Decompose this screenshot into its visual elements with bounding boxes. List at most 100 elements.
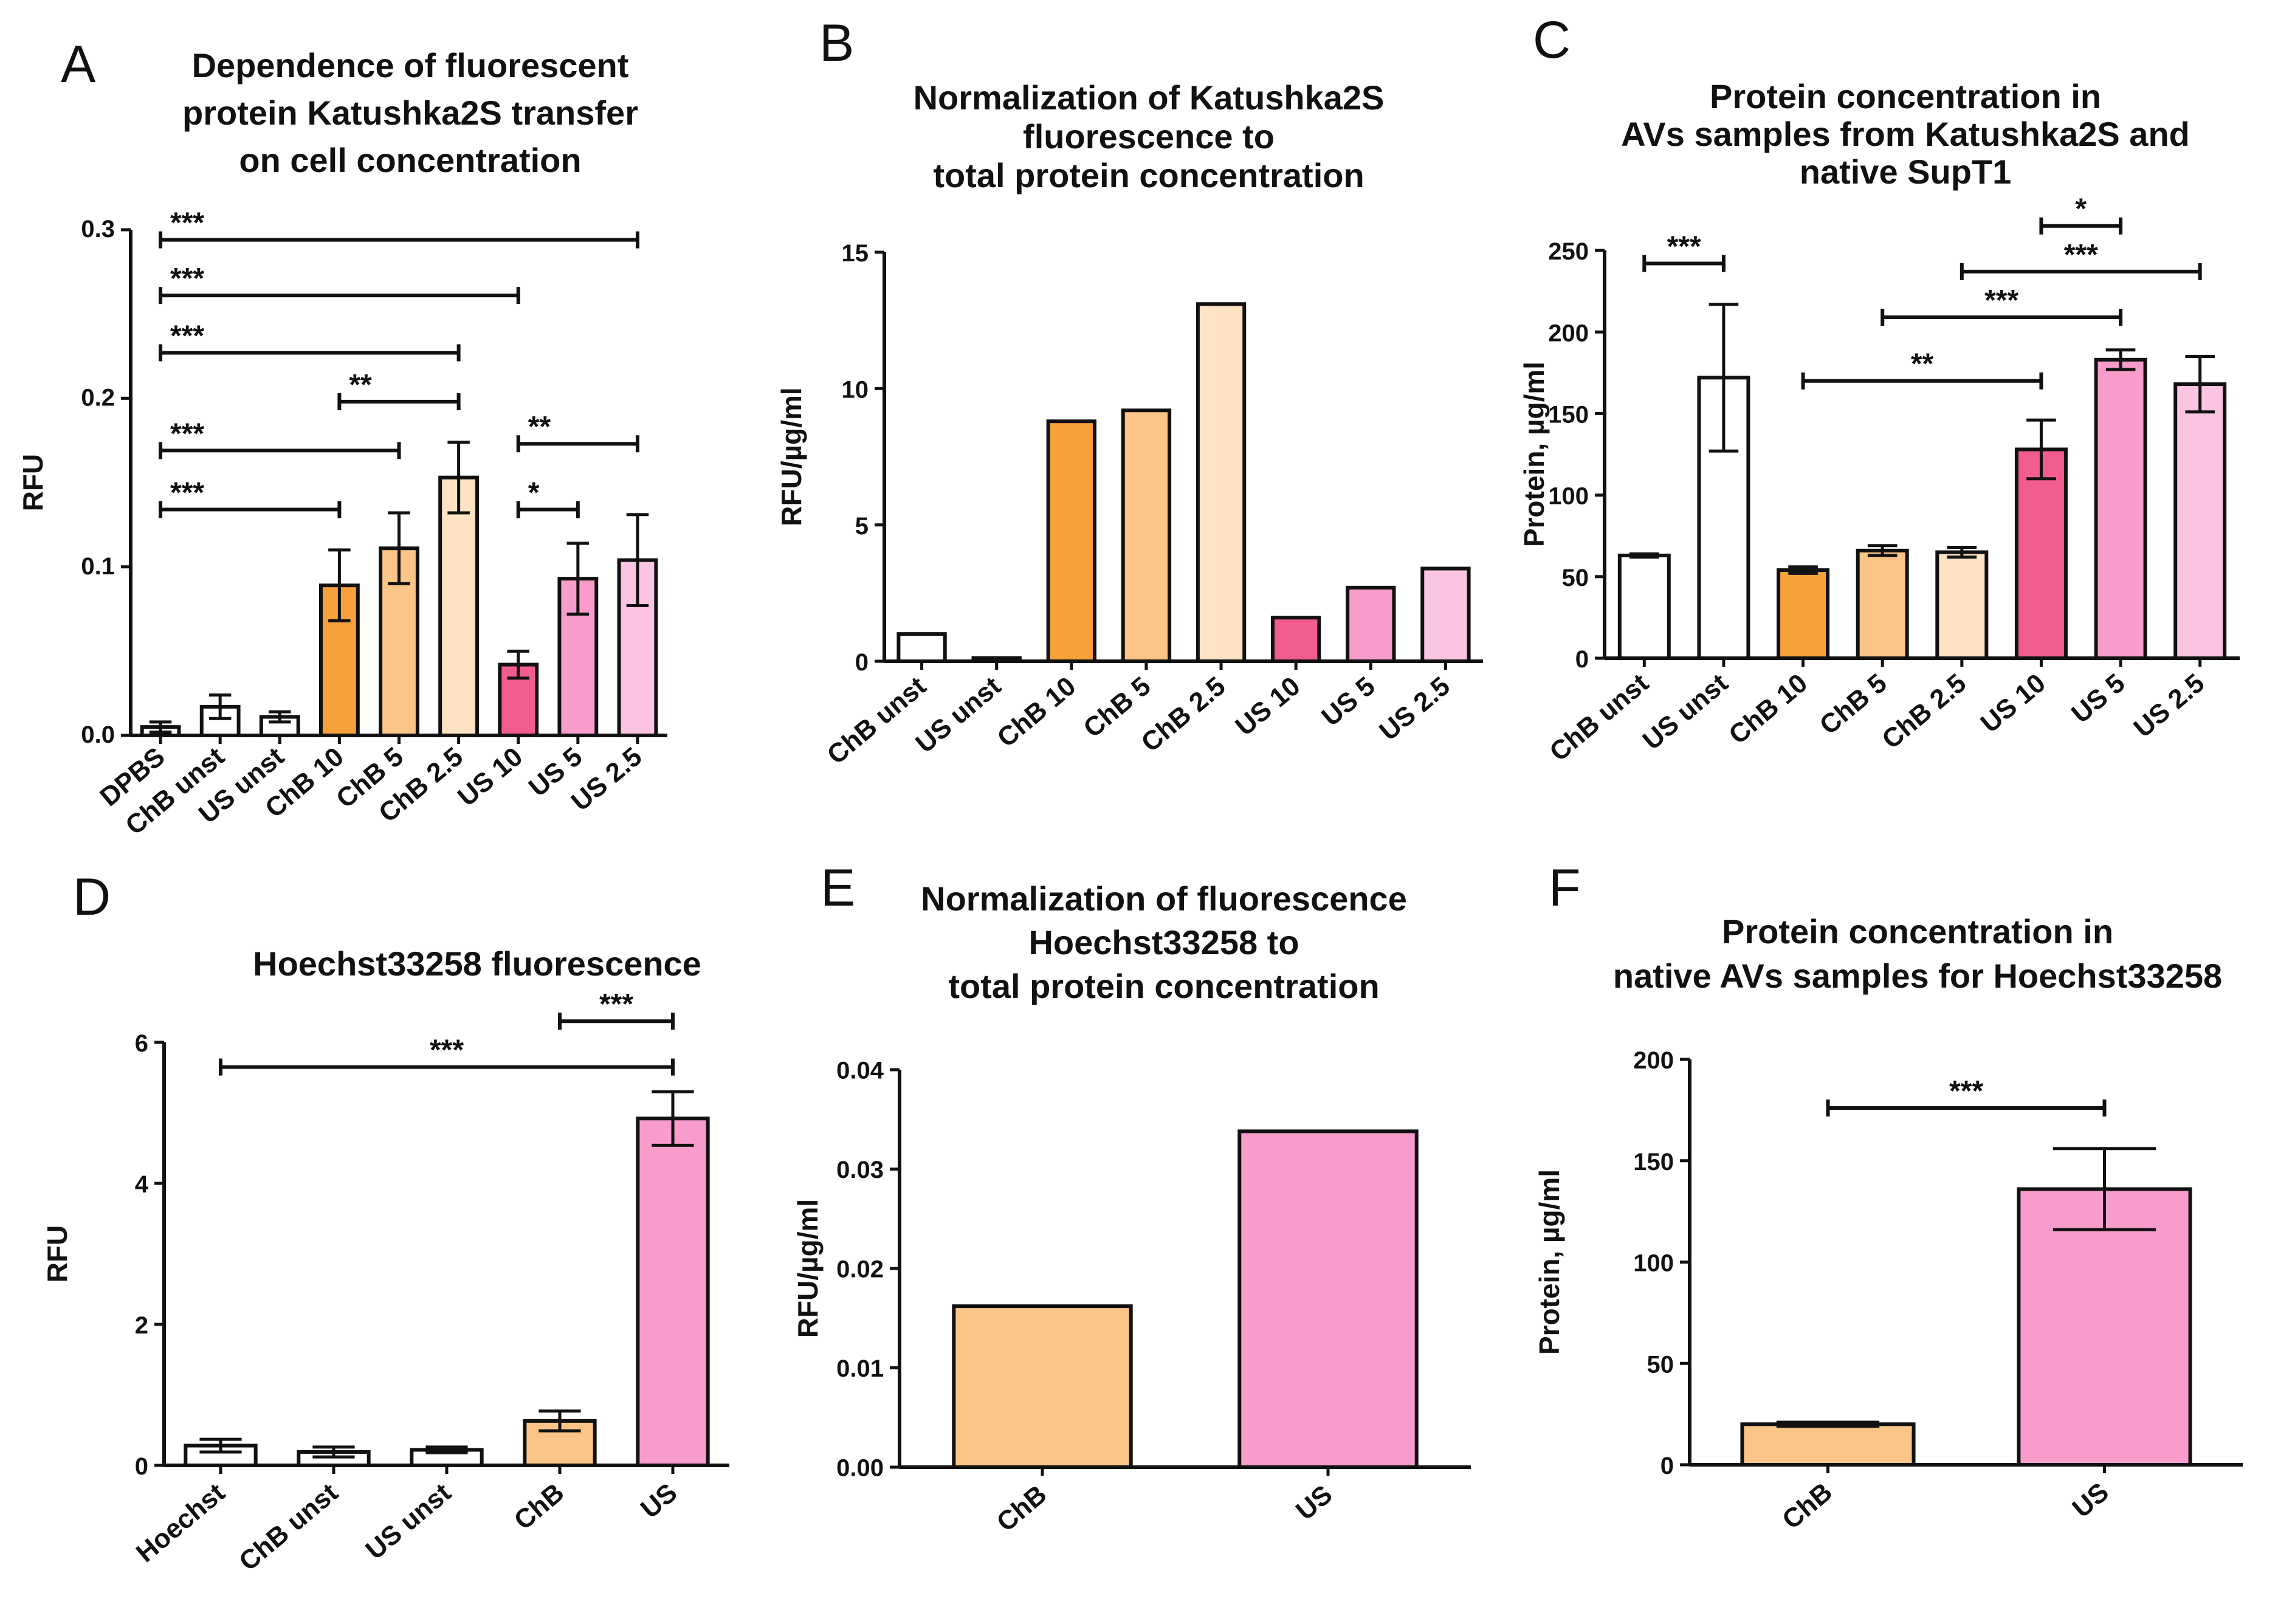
y-tick-label: 0 <box>1660 1453 1674 1479</box>
significance-label: *** <box>170 263 204 295</box>
y-tick-label: 0.02 <box>836 1256 884 1282</box>
chart-title-line: native AVs samples for Hoechst33258 <box>1613 957 2222 995</box>
panel-letter: C <box>1533 11 1571 69</box>
significance-label: *** <box>599 988 633 1020</box>
x-category-label: ChB 10 <box>1723 668 1813 750</box>
y-tick-label: 0.0 <box>81 721 115 748</box>
panel-A: A Dependence of fluorescent protein Katush… <box>17 35 667 841</box>
panel-letter: D <box>73 868 111 926</box>
y-tick-label: 2 <box>135 1312 148 1339</box>
y-tick-label: 100 <box>1633 1250 1674 1277</box>
y-tick-label: 10 <box>842 376 869 403</box>
y-tick-label: 0.3 <box>81 216 115 243</box>
significance-label: *** <box>1984 284 2018 317</box>
x-category-label: US 10 <box>452 741 528 812</box>
bar-us <box>1237 1129 1419 1469</box>
bar-chb <box>1740 1422 1916 1467</box>
significance-label: ** <box>1911 348 1934 380</box>
y-tick-label: 0.1 <box>81 553 115 580</box>
chart-title-line: AVs samples from Katushka2S and <box>1621 115 2190 153</box>
y-tick-label: 0.2 <box>81 385 115 411</box>
y-axis-label: RFU/µg/ml <box>776 387 807 526</box>
significance-label: ** <box>528 411 551 443</box>
y-tick-label: 250 <box>1548 238 1589 265</box>
significance-label: ** <box>349 369 372 401</box>
bar-chb-unst <box>1617 553 1671 661</box>
y-tick-label: 150 <box>1633 1149 1674 1175</box>
y-tick-label: 0.04 <box>836 1057 884 1084</box>
x-category-label: US 2.5 <box>1374 671 1456 746</box>
chart-title-line: total protein concentration <box>948 967 1379 1005</box>
bar-chb-2.5 <box>1196 302 1247 664</box>
significance-label: * <box>2075 193 2087 225</box>
chart-title-line: Dependence of fluorescent <box>192 46 629 84</box>
chart-title-line: Normalization of Katushka2S <box>914 78 1385 117</box>
x-category-label: US 10 <box>1230 671 1306 741</box>
x-category-label: ChB unst <box>1544 668 1654 767</box>
y-tick-label: 0 <box>855 649 869 676</box>
panel-letter: E <box>821 859 855 917</box>
chart-title-line: on cell concentration <box>239 141 581 179</box>
y-tick-label: 15 <box>842 240 869 267</box>
y-tick-label: 50 <box>1647 1351 1674 1378</box>
y-tick-label: 50 <box>1562 565 1589 591</box>
x-category-label: ChB 2.5 <box>1135 671 1231 758</box>
x-category-label: ChB <box>509 1478 570 1536</box>
x-category-label: ChB 10 <box>992 671 1082 753</box>
bar-chb-5 <box>1856 548 1909 661</box>
significance-label: *** <box>2064 239 2098 271</box>
x-category-label: Hoechst <box>131 1478 231 1568</box>
chart-title-line: Normalization of fluorescence <box>921 879 1407 918</box>
significance-label: *** <box>170 207 204 239</box>
y-axis-label: Protein, µg/ml <box>1518 362 1550 547</box>
chart-title-line: total protein concentration <box>933 156 1364 194</box>
panel-E: E Normalization of fluorescence Hoechst332… <box>792 859 1471 1538</box>
panel-D: D Hoechst33258 fluorescence RFU 0 2 4 6 Hoechst… <box>41 868 729 1577</box>
bar-chb-10 <box>1046 419 1096 663</box>
y-tick-label: 200 <box>1633 1047 1674 1074</box>
y-tick-label: 0 <box>135 1453 148 1480</box>
x-category-label: US 10 <box>1975 668 2051 738</box>
panel-B: B Normalization of Katushka2Sfluorescence… <box>776 14 1483 770</box>
bar-us-10 <box>2014 447 2068 660</box>
significance-label: *** <box>170 418 204 450</box>
y-axis-label: RFU <box>41 1225 73 1283</box>
x-category-label: ChB <box>1777 1477 1838 1535</box>
y-tick-label: 200 <box>1548 320 1589 346</box>
panel-letter: F <box>1549 859 1581 917</box>
x-category-label: US unst <box>1637 668 1734 756</box>
y-tick-label: 0.00 <box>836 1454 884 1481</box>
bar-chb <box>952 1304 1133 1469</box>
bar-chb-5 <box>1121 408 1172 664</box>
x-category-label: US <box>2067 1477 2115 1524</box>
bar-us <box>2017 1187 2192 1467</box>
x-category-label: ChB <box>991 1479 1053 1538</box>
y-tick-label: 0.01 <box>836 1355 884 1382</box>
y-tick-label: 0.03 <box>836 1157 884 1183</box>
significance-label: *** <box>170 477 204 509</box>
x-category-label: US unst <box>360 1478 457 1566</box>
y-axis-label: RFU/µg/ml <box>792 1199 824 1338</box>
chart-title-line: Protein concentration in <box>1710 77 2101 115</box>
y-tick-label: 0 <box>1575 646 1589 673</box>
bar-chb-unst <box>896 632 947 663</box>
x-category-label: ChB unst <box>822 671 932 770</box>
x-category-label: US unst <box>910 671 1007 759</box>
x-category-label: US <box>1290 1479 1338 1526</box>
bar-us-10 <box>1271 616 1321 663</box>
x-category-label: US <box>635 1478 683 1524</box>
bar-chb-2.5 <box>438 475 480 737</box>
bar-us-5 <box>1346 585 1396 663</box>
panel-letter: A <box>61 35 96 94</box>
chart-title-line: Hoechst33258 to <box>1028 923 1299 962</box>
panel-F: F Protein concentration in native AVs samp… <box>1533 859 2243 1535</box>
x-category-label: US 5 <box>1316 671 1380 732</box>
bar-chb-10 <box>1777 568 1830 661</box>
bar-us-unst <box>971 656 1022 663</box>
bar-chb-2.5 <box>1935 550 1989 660</box>
y-tick-label: 5 <box>855 513 869 540</box>
bar-us-2.5 <box>1420 566 1471 663</box>
chart-title-line: protein Katushka2S transfer <box>182 94 638 132</box>
y-tick-label: 4 <box>135 1171 149 1198</box>
